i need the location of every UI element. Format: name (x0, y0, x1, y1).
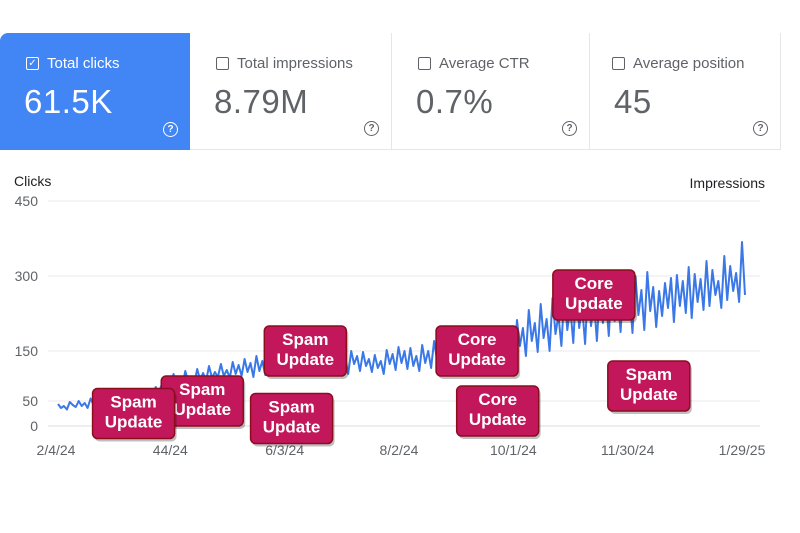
metric-value: 8.79M (214, 83, 309, 120)
metric-card-average-position[interactable]: Average position 45 ? (590, 33, 781, 150)
help-icon[interactable]: ? (562, 121, 577, 136)
annotation-box (263, 325, 348, 377)
metric-header: Total impressions (216, 55, 353, 72)
metric-label: Average CTR (439, 55, 530, 72)
metric-label: Total impressions (237, 55, 353, 72)
checkbox-unchecked-icon[interactable] (216, 57, 229, 70)
annotation-box (249, 392, 334, 445)
x-tick-label: 6/3/24 (265, 442, 304, 458)
y-tick-label: 150 (15, 343, 39, 359)
y-tick-label: 300 (15, 268, 39, 284)
annotation-box (91, 387, 176, 440)
annotation-label: Spam Update (263, 398, 321, 437)
annotation-label: Spam Update (620, 365, 678, 404)
metric-header: Average CTR (418, 55, 530, 72)
metric-label: Total clicks (47, 55, 120, 72)
annotation-box (435, 325, 519, 377)
y-tick-label: 0 (30, 418, 38, 434)
checkbox-unchecked-icon[interactable] (612, 57, 625, 70)
metric-value: 0.7% (416, 83, 494, 120)
annotation-label: Spam Update (277, 330, 335, 369)
update-annotation: Spam Update (91, 387, 177, 442)
metric-card-total-impressions[interactable]: Total impressions 8.79M ? (190, 33, 392, 150)
update-annotation: Spam Update (160, 375, 246, 429)
annotation-box (552, 269, 636, 321)
metric-value: 45 (614, 83, 652, 120)
x-tick-label: 44/24 (153, 442, 188, 458)
metric-card-total-clicks[interactable]: ✓ Total clicks 61.5K ? (0, 33, 190, 150)
help-icon[interactable]: ? (753, 121, 768, 136)
annotation-box (455, 385, 540, 437)
y-axis-label-right: Impressions (690, 175, 765, 191)
update-annotation: Core Update (455, 385, 541, 439)
checkbox-unchecked-icon[interactable] (418, 57, 431, 70)
metric-header: Average position (612, 55, 744, 72)
x-tick-label: 11/30/24 (601, 442, 655, 458)
metric-card-average-ctr[interactable]: Average CTR 0.7% ? (392, 33, 590, 150)
checkbox-checked-icon[interactable]: ✓ (26, 57, 39, 70)
update-annotation: Spam Update (249, 392, 335, 447)
metric-value: 61.5K (24, 83, 113, 120)
metric-header: ✓ Total clicks (26, 55, 120, 72)
y-tick-label: 50 (22, 393, 38, 409)
annotation-label: Core Update (448, 330, 506, 369)
annotation-label: Core Update (469, 390, 527, 429)
update-annotation: Spam Update (607, 360, 692, 414)
x-tick-label: 2/4/24 (37, 442, 76, 458)
help-icon[interactable]: ? (163, 122, 178, 137)
annotation-label: Spam Update (105, 393, 163, 432)
y-tick-label: 450 (15, 193, 39, 209)
x-tick-label: 1/29/25 (719, 442, 766, 458)
metric-label: Average position (633, 55, 745, 72)
annotation-label: Spam Update (173, 380, 231, 419)
update-annotation: Spam Update (263, 325, 349, 379)
x-tick-label: 8/2/24 (380, 442, 419, 458)
annotation-box (607, 360, 691, 412)
y-axis-label-left: Clicks (14, 173, 51, 189)
annotation-label: Core Update (565, 274, 623, 313)
update-annotation: Core Update (435, 325, 521, 379)
help-icon[interactable]: ? (364, 121, 379, 136)
x-tick-label: 10/1/24 (490, 442, 537, 458)
update-annotation: Core Update (552, 269, 637, 323)
